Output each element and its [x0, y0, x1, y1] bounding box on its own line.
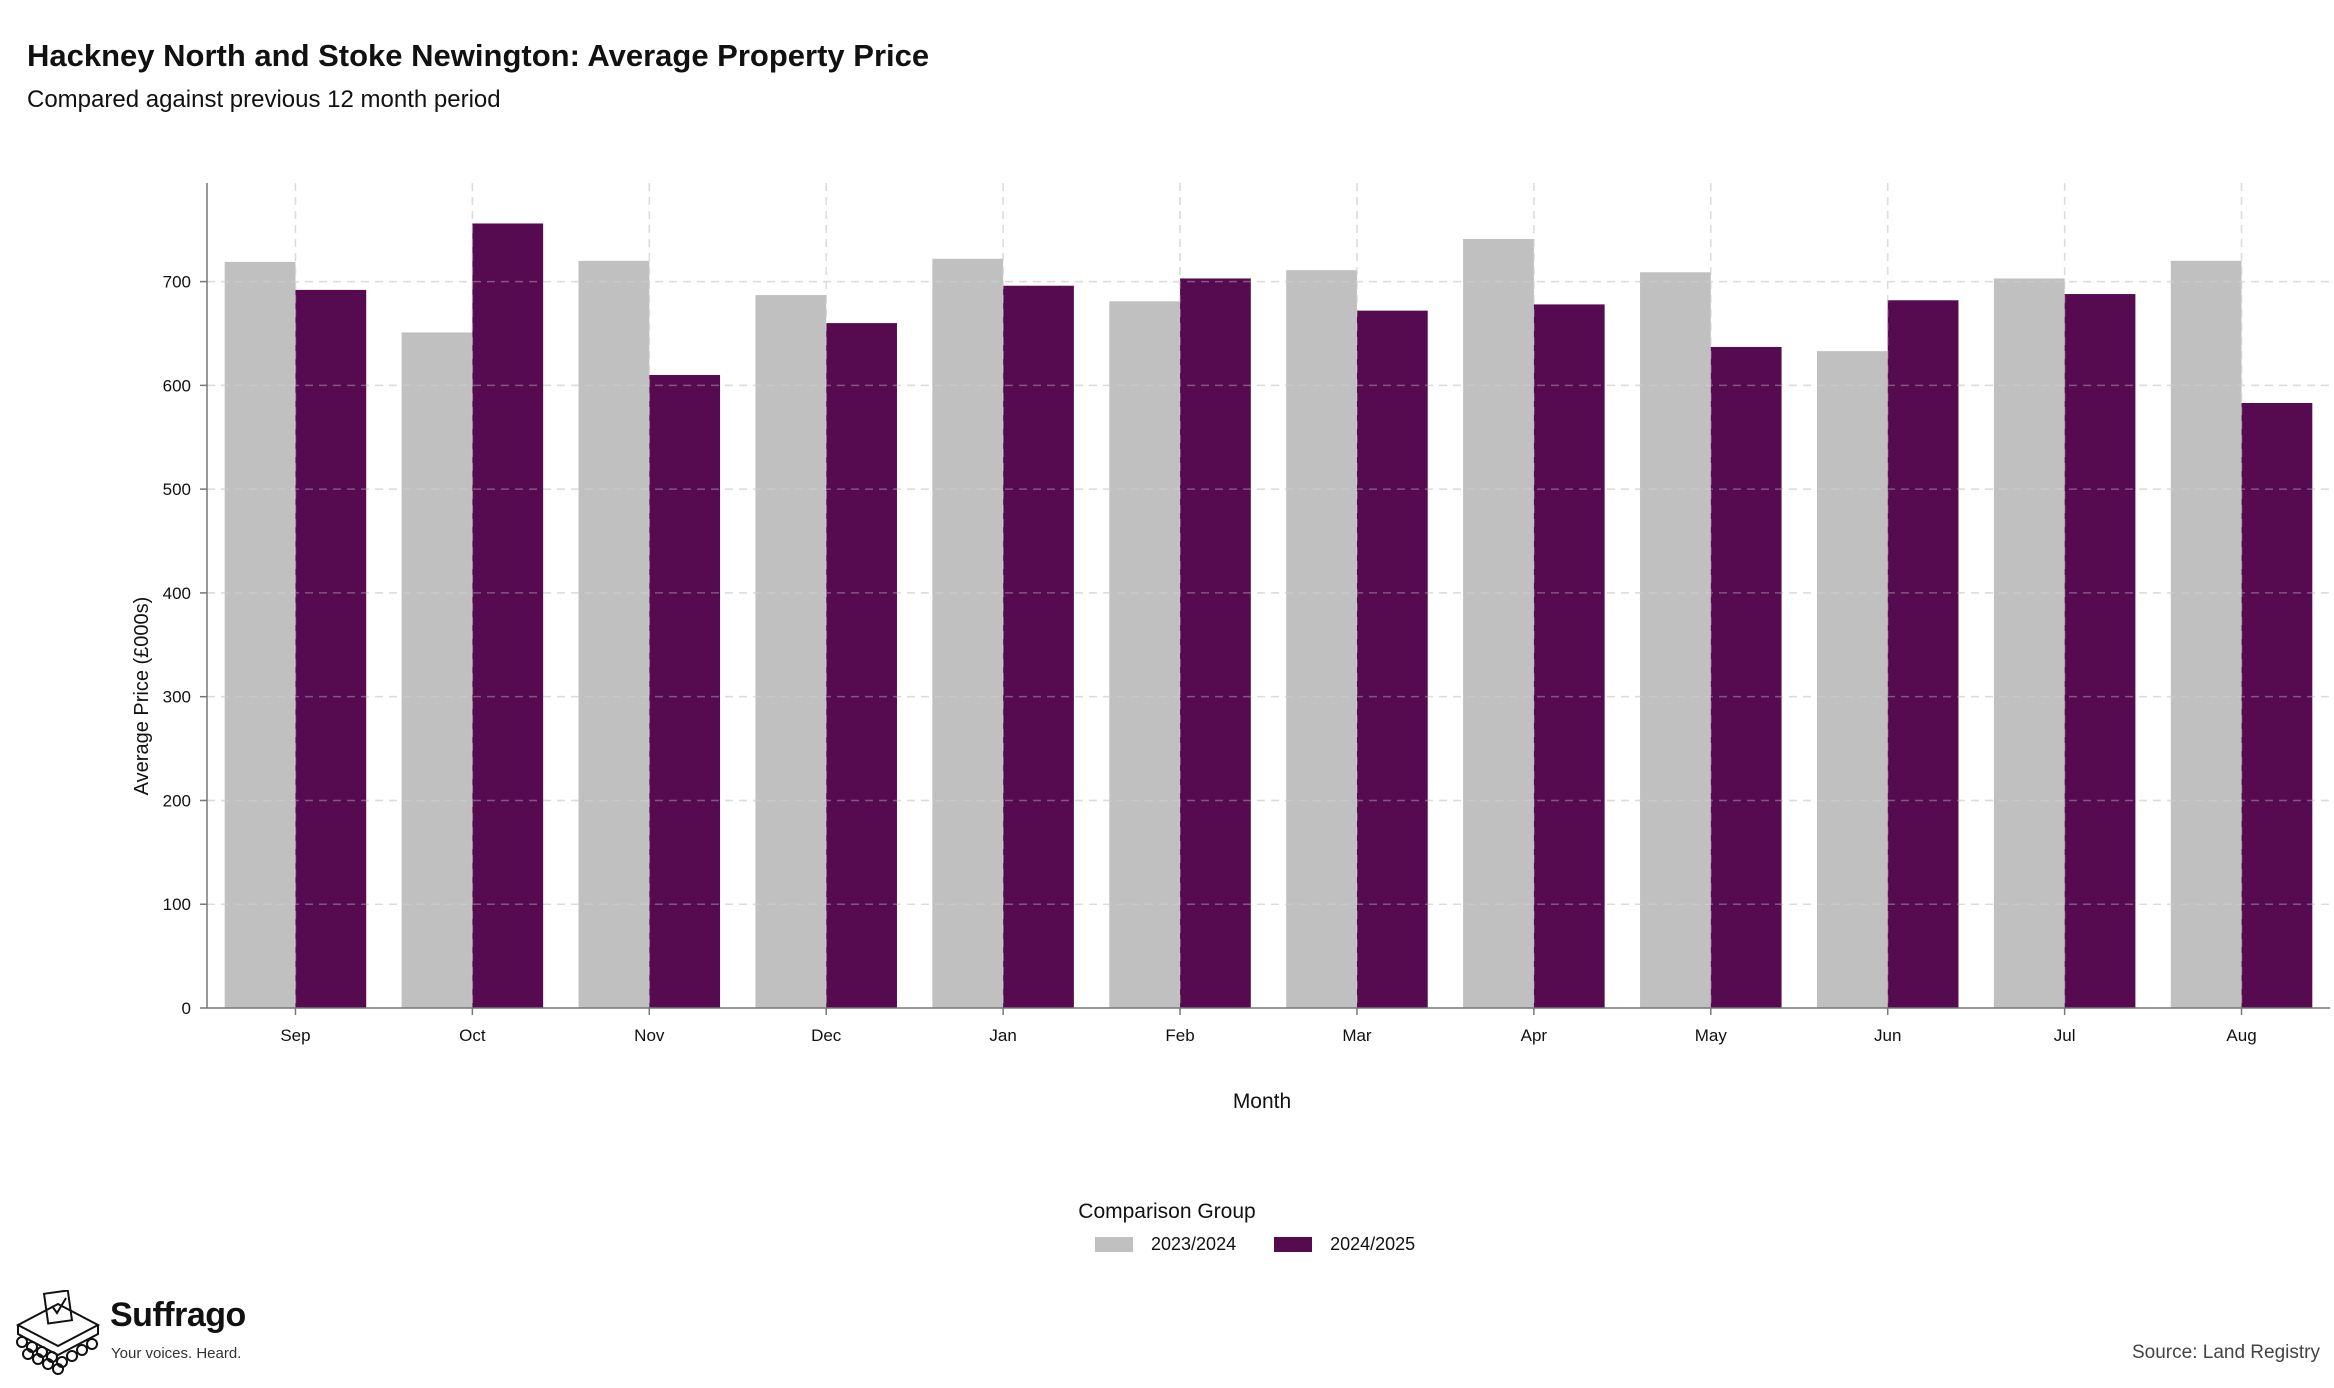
bar-2024-2025-dec [826, 323, 897, 1008]
legend-swatch [1274, 1237, 1313, 1252]
brand-name: Suffrago [110, 1296, 246, 1334]
chart-title: Hackney North and Stoke Newington: Avera… [27, 38, 930, 73]
brand-tagline: Your voices. Heard. [111, 1345, 242, 1362]
x-tick-label: Feb [1165, 1026, 1194, 1045]
x-tick-label: Jun [1874, 1026, 1901, 1045]
bar-2023-2024-oct [401, 332, 473, 1008]
y-tick-label: 100 [163, 895, 191, 914]
bar-2023-2024-jul [1993, 278, 2065, 1009]
bar-2023-2024-apr [1463, 239, 1534, 1009]
x-tick-label: May [1695, 1026, 1728, 1045]
y-tick-label: 0 [182, 999, 191, 1018]
legend-item-2024-2025: 2024/2025 [1274, 1234, 1415, 1255]
y-tick-label: 300 [163, 688, 191, 707]
bar-2024-2025-nov [649, 374, 721, 1008]
x-tick-label: Nov [634, 1026, 665, 1045]
bar-2023-2024-nov [578, 260, 650, 1008]
bar-2023-2024-mar [1286, 270, 1357, 1008]
bar-2023-2024-dec [755, 295, 827, 1009]
bar-2024-2025-feb [1180, 278, 1251, 1009]
axis-labels: 0 100 200 300 400 500 600 700 Sep Oct Nov Dec Jan Feb… [163, 273, 2257, 1045]
bar-chart: 0 100 200 300 400 500 600 700 Sep Oct Nov Dec Jan Feb… [131, 183, 2330, 1113]
y-tick-label: 700 [163, 273, 191, 292]
axes [200, 183, 2330, 1015]
bar-2024-2025-apr [1533, 304, 1605, 1008]
y-tick-label: 200 [163, 791, 191, 810]
bar-2024-2025-mar [1356, 310, 1428, 1009]
legend-item-2023-2024: 2023/2024 [1095, 1234, 1236, 1255]
bar-2023-2024-sep [224, 261, 296, 1008]
source-note: Source: Land Registry [2132, 1342, 2320, 1363]
x-tick-label: Sep [280, 1026, 310, 1045]
legend: 2023/2024 2024/2025 [1095, 1234, 1453, 1255]
y-axis-label: Average Price (£000s) [131, 597, 153, 796]
legend-title: Comparison Group [1078, 1200, 1256, 1223]
x-tick-label: Jan [989, 1026, 1016, 1045]
ballot-box-icon [15, 1290, 101, 1375]
x-tick-label: Dec [811, 1026, 842, 1045]
x-axis-label: Month [1233, 1090, 1291, 1113]
y-tick-label: 500 [163, 480, 191, 499]
bar-2023-2024-feb [1109, 301, 1181, 1008]
x-tick-label: Oct [459, 1026, 486, 1045]
x-tick-label: Apr [1521, 1026, 1548, 1045]
legend-label: 2023/2024 [1151, 1234, 1237, 1254]
bar-2024-2025-may [1710, 346, 1782, 1008]
grid-overlay [207, 183, 2330, 1008]
chart-subtitle: Compared against previous 12 month perio… [27, 86, 501, 113]
legend-swatch [1095, 1237, 1133, 1252]
bar-2023-2024-may [1640, 272, 1711, 1009]
bar-2024-2025-jun [1887, 300, 1959, 1008]
bar-2024-2025-jan [1003, 285, 1074, 1008]
legend-label: 2024/2025 [1330, 1234, 1416, 1254]
x-tick-label: Jul [2054, 1026, 2076, 1045]
bar-2023-2024-aug [2170, 260, 2242, 1008]
bar-2024-2025-oct [472, 223, 544, 1009]
bar-2023-2024-jan [932, 258, 1004, 1008]
bar-2024-2025-aug [2241, 403, 2313, 1008]
bar-2024-2025-jul [2064, 294, 2136, 1009]
x-tick-label: Aug [2226, 1026, 2256, 1045]
y-tick-label: 600 [163, 376, 191, 395]
bars [224, 223, 2313, 1009]
x-tick-label: Mar [1342, 1026, 1372, 1045]
bar-2023-2024-jun [1816, 351, 1888, 1008]
y-tick-label: 400 [163, 584, 191, 603]
bar-2024-2025-sep [295, 289, 367, 1008]
